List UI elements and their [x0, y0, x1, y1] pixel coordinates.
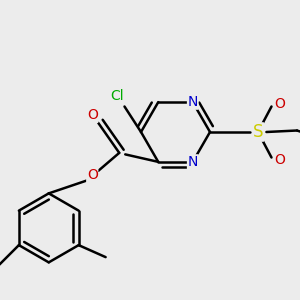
Text: S: S	[253, 123, 263, 141]
Text: Cl: Cl	[110, 89, 124, 103]
Text: O: O	[274, 97, 285, 110]
Text: O: O	[87, 108, 98, 122]
Text: N: N	[188, 155, 198, 169]
Text: O: O	[274, 154, 285, 167]
Text: N: N	[188, 95, 198, 109]
Text: O: O	[87, 168, 98, 182]
